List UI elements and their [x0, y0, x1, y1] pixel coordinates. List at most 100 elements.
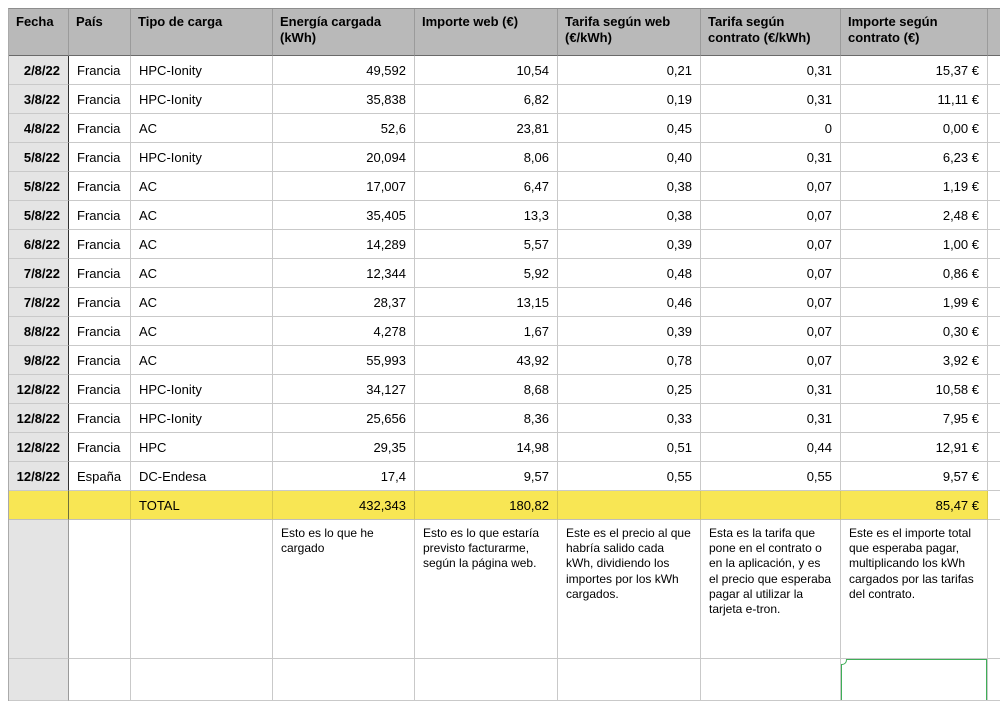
table-cell[interactable]: 12/8/22 [9, 375, 69, 404]
table-cell[interactable]: 0,55 [558, 462, 701, 491]
table-cell[interactable]: 6,82 [415, 85, 558, 114]
table-cell[interactable]: 1,00 € [841, 230, 988, 259]
table-cell[interactable]: 7,95 € [841, 404, 988, 433]
column-header-importe_contrato[interactable]: Importe según contrato (€) [841, 9, 988, 56]
table-cell[interactable]: 2/8/22 [9, 56, 69, 85]
table-cell[interactable]: Francia [69, 404, 131, 433]
table-cell[interactable]: AC [131, 172, 273, 201]
table-cell[interactable]: España [69, 462, 131, 491]
table-cell[interactable]: 0,07 [701, 317, 841, 346]
total-row-cell[interactable]: 432,343 [273, 491, 415, 520]
table-cell[interactable]: 8,36 [415, 404, 558, 433]
table-cell[interactable] [988, 404, 1000, 433]
table-cell[interactable] [988, 201, 1000, 230]
column-header-energia[interactable]: Energía cargada (kWh) [273, 9, 415, 56]
table-cell[interactable]: 29,35 [273, 433, 415, 462]
note-cell[interactable] [69, 520, 131, 659]
table-cell[interactable]: 35,838 [273, 85, 415, 114]
table-cell[interactable]: 8/8/22 [9, 317, 69, 346]
table-cell[interactable]: 12/8/22 [9, 433, 69, 462]
table-cell[interactable]: 17,4 [273, 462, 415, 491]
table-cell[interactable]: 49,592 [273, 56, 415, 85]
total-row-cell[interactable]: 180,82 [415, 491, 558, 520]
table-cell[interactable]: 0,44 [701, 433, 841, 462]
table-cell[interactable]: 25,656 [273, 404, 415, 433]
table-cell[interactable]: 0,86 € [841, 259, 988, 288]
table-cell[interactable]: 0,07 [701, 288, 841, 317]
table-cell[interactable] [988, 462, 1000, 491]
table-cell[interactable]: 2,48 € [841, 201, 988, 230]
table-cell[interactable]: 35,405 [273, 201, 415, 230]
table-cell[interactable]: 12,344 [273, 259, 415, 288]
table-cell[interactable]: 0,31 [701, 85, 841, 114]
note-cell[interactable]: Este es el precio al que habría salido c… [558, 520, 701, 659]
table-cell[interactable]: 13,15 [415, 288, 558, 317]
table-cell[interactable]: 5/8/22 [9, 172, 69, 201]
table-cell[interactable] [988, 172, 1000, 201]
column-header-pais[interactable]: País [69, 9, 131, 56]
table-cell[interactable]: 52,6 [273, 114, 415, 143]
table-cell[interactable]: Francia [69, 114, 131, 143]
table-cell[interactable]: 0,33 [558, 404, 701, 433]
table-cell[interactable]: AC [131, 259, 273, 288]
table-cell[interactable]: 17,007 [273, 172, 415, 201]
table-cell[interactable]: 0,07 [701, 230, 841, 259]
table-cell[interactable] [988, 317, 1000, 346]
table-cell[interactable] [988, 491, 1000, 520]
table-cell[interactable]: HPC-Ionity [131, 56, 273, 85]
table-cell[interactable]: HPC-Ionity [131, 375, 273, 404]
table-cell[interactable]: 0,21 [558, 56, 701, 85]
table-cell[interactable]: 1,19 € [841, 172, 988, 201]
table-cell[interactable]: 0,40 [558, 143, 701, 172]
table-cell[interactable]: 23,81 [415, 114, 558, 143]
table-cell[interactable] [988, 433, 1000, 462]
table-cell[interactable]: 0,48 [558, 259, 701, 288]
table-cell[interactable]: 12/8/22 [9, 404, 69, 433]
table-cell[interactable]: 0,30 € [841, 317, 988, 346]
table-cell[interactable]: 3,92 € [841, 346, 988, 375]
total-row-cell[interactable]: 85,47 € [841, 491, 988, 520]
table-cell[interactable]: Francia [69, 56, 131, 85]
table-cell[interactable]: 12/8/22 [9, 462, 69, 491]
table-cell[interactable]: 0,07 [701, 172, 841, 201]
table-cell[interactable]: AC [131, 114, 273, 143]
table-cell[interactable]: 0,39 [558, 317, 701, 346]
table-cell[interactable] [988, 346, 1000, 375]
table-cell[interactable] [415, 659, 558, 701]
table-cell[interactable]: 12,91 € [841, 433, 988, 462]
table-cell[interactable]: Francia [69, 143, 131, 172]
table-cell[interactable]: 10,54 [415, 56, 558, 85]
table-cell[interactable]: AC [131, 230, 273, 259]
table-cell[interactable]: 0,78 [558, 346, 701, 375]
note-cell[interactable]: Esto es lo que estaría previsto facturar… [415, 520, 558, 659]
column-header-fecha[interactable]: Fecha [9, 9, 69, 56]
table-cell[interactable]: 9,57 [415, 462, 558, 491]
table-cell[interactable]: 10,58 € [841, 375, 988, 404]
table-cell[interactable]: 9,57 € [841, 462, 988, 491]
table-cell[interactable]: 14,98 [415, 433, 558, 462]
table-cell[interactable]: AC [131, 317, 273, 346]
table-cell[interactable]: 0,39 [558, 230, 701, 259]
table-cell[interactable]: 0,07 [701, 346, 841, 375]
column-header-tarifa_web[interactable]: Tarifa según web (€/kWh) [558, 9, 701, 56]
table-cell[interactable]: 0,51 [558, 433, 701, 462]
table-cell[interactable]: Francia [69, 201, 131, 230]
table-cell[interactable]: 0,55 [701, 462, 841, 491]
note-cell[interactable] [131, 520, 273, 659]
table-cell[interactable]: HPC [131, 433, 273, 462]
table-cell[interactable] [9, 659, 69, 701]
note-cell[interactable]: Esta es la tarifa que pone en el contrat… [701, 520, 841, 659]
table-cell[interactable] [988, 230, 1000, 259]
table-cell[interactable] [988, 143, 1000, 172]
table-cell[interactable] [988, 85, 1000, 114]
table-cell[interactable]: 14,289 [273, 230, 415, 259]
table-cell[interactable] [988, 520, 1000, 659]
table-cell[interactable]: 0,25 [558, 375, 701, 404]
table-cell[interactable] [558, 659, 701, 701]
table-cell[interactable]: 0,45 [558, 114, 701, 143]
table-cell[interactable]: 15,37 € [841, 56, 988, 85]
table-cell[interactable]: 20,094 [273, 143, 415, 172]
table-cell[interactable]: 28,37 [273, 288, 415, 317]
table-cell[interactable]: 0,38 [558, 201, 701, 230]
table-cell[interactable]: 8,06 [415, 143, 558, 172]
